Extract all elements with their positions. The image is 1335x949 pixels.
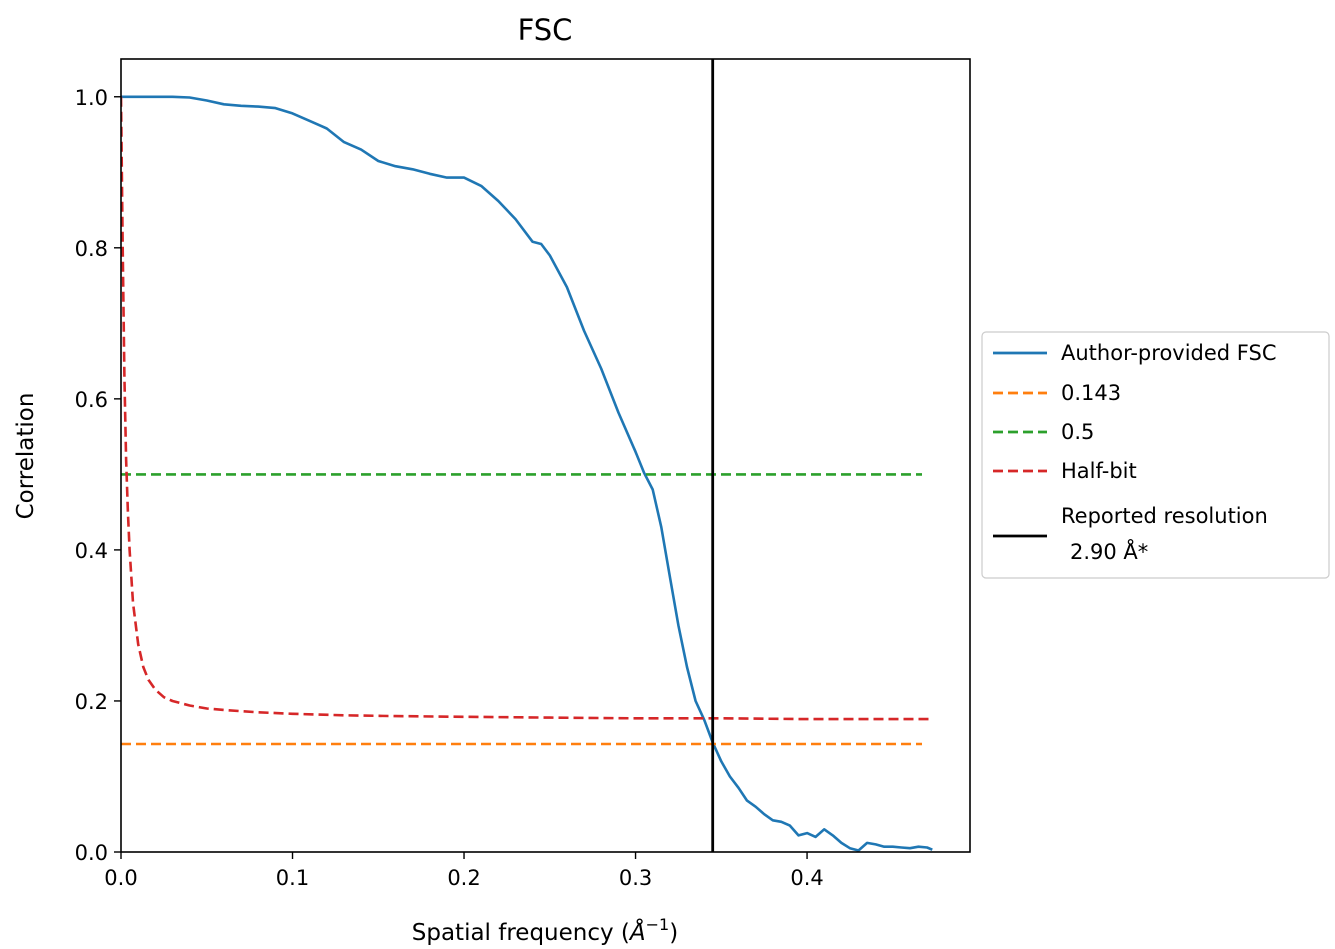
series-layer (121, 59, 933, 852)
y-tick-label: 0.8 (75, 237, 108, 261)
x-axis-title-unit: Å (628, 918, 646, 946)
legend-label-3: Half-bit (1061, 459, 1137, 483)
y-tick-label: 0.2 (75, 690, 108, 714)
legend-label-4: Reported resolution (1061, 504, 1268, 528)
x-tick-label: 0.1 (276, 866, 309, 890)
legend-label-0: Author-provided FSC (1061, 341, 1277, 365)
legend-box (981, 331, 1330, 579)
x-tick-label: 0.0 (104, 866, 137, 890)
legend-label-2: 0.5 (1061, 420, 1094, 444)
x-tick-label: 0.3 (619, 866, 652, 890)
y-tick-label: 0.6 (75, 388, 108, 412)
y-tick-label: 1.0 (75, 86, 108, 110)
x-axis-title: Spatial frequency (Å−1) (412, 915, 678, 946)
x-axis-title-close: ) (669, 920, 678, 946)
x-tick-label: 0.4 (790, 866, 823, 890)
legend-label-4-line2: 2.90 Å* (1070, 538, 1148, 564)
x-tick-label: 0.2 (447, 866, 480, 890)
legend-label-1: 0.143 (1061, 381, 1121, 405)
x-axis-title-text: Spatial frequency ( (412, 920, 630, 946)
x-axis: 0.0 0.1 0.2 0.3 0.4 (104, 852, 824, 890)
plot-frame (120, 58, 971, 853)
y-axis: 0.0 0.2 0.4 0.6 0.8 1.0 (75, 86, 121, 865)
series-line-0 (121, 95, 933, 852)
series-line-3 (121, 96, 933, 721)
y-axis-title: Correlation (13, 393, 39, 520)
y-tick-label: 0.4 (75, 539, 108, 563)
y-tick-label: 0.0 (75, 841, 108, 865)
legend: Author-provided FSC 0.143 0.5 Half-bit Repor… (981, 331, 1330, 579)
chart-title: FSC (518, 13, 573, 47)
x-axis-title-exponent: −1 (646, 915, 670, 934)
